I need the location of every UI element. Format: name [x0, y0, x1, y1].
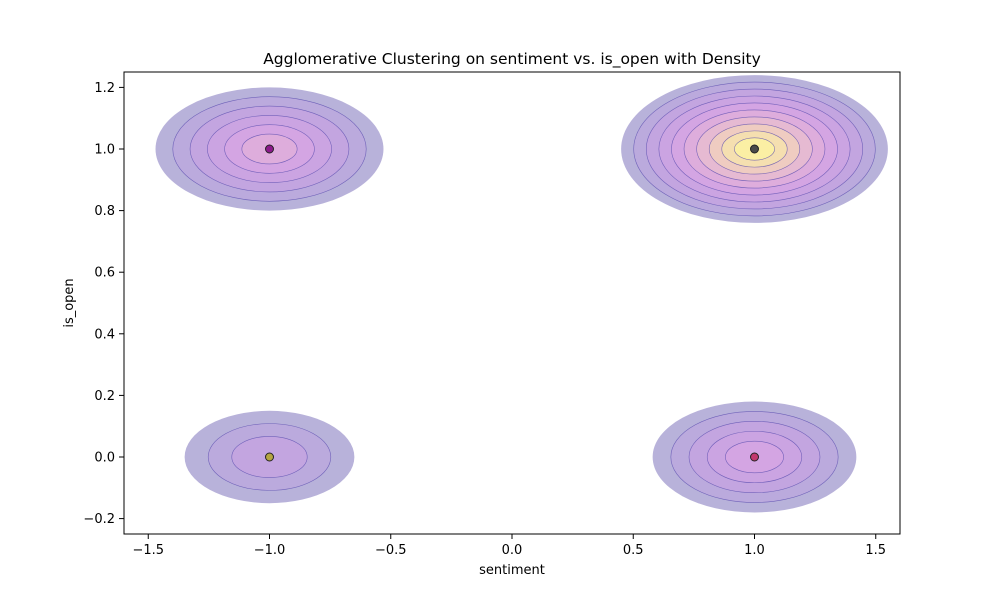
y-tick-label: 0.6	[94, 266, 115, 281]
y-tick-label: 0.0	[94, 451, 115, 466]
x-tick-label: 0.0	[502, 543, 523, 558]
x-tick-label: 1.5	[865, 543, 886, 558]
scatter-point	[265, 144, 274, 154]
y-tick-label: 0.8	[94, 204, 115, 219]
x-axis-label: sentiment	[479, 563, 545, 578]
density-contours	[155, 75, 888, 513]
y-tick-label: 0.2	[94, 389, 115, 404]
x-tick-label: −1.0	[254, 543, 286, 558]
y-axis: −0.2 0.0 0.2 0.4 0.6 0.8 1.0 1.2	[83, 81, 124, 527]
x-tick-label: −1.5	[132, 543, 164, 558]
y-tick-label: 1.2	[94, 81, 115, 96]
x-axis: −1.5 −1.0 −0.5 0.0 0.5 1.0 1.5	[132, 534, 886, 558]
x-tick-label: −0.5	[375, 543, 407, 558]
scatter-points	[265, 144, 759, 462]
scatter-point	[750, 452, 759, 462]
y-tick-label: −0.2	[83, 512, 115, 527]
y-tick-label: 0.4	[94, 327, 115, 342]
scatter-point	[265, 452, 274, 462]
y-tick-label: 1.0	[94, 143, 115, 158]
x-tick-label: 1.0	[744, 543, 765, 558]
y-axis-label: is_open	[62, 278, 77, 327]
chart-title: Agglomerative Clustering on sentiment vs…	[263, 50, 761, 69]
scatter-point	[750, 144, 759, 154]
x-tick-label: 0.5	[623, 543, 644, 558]
